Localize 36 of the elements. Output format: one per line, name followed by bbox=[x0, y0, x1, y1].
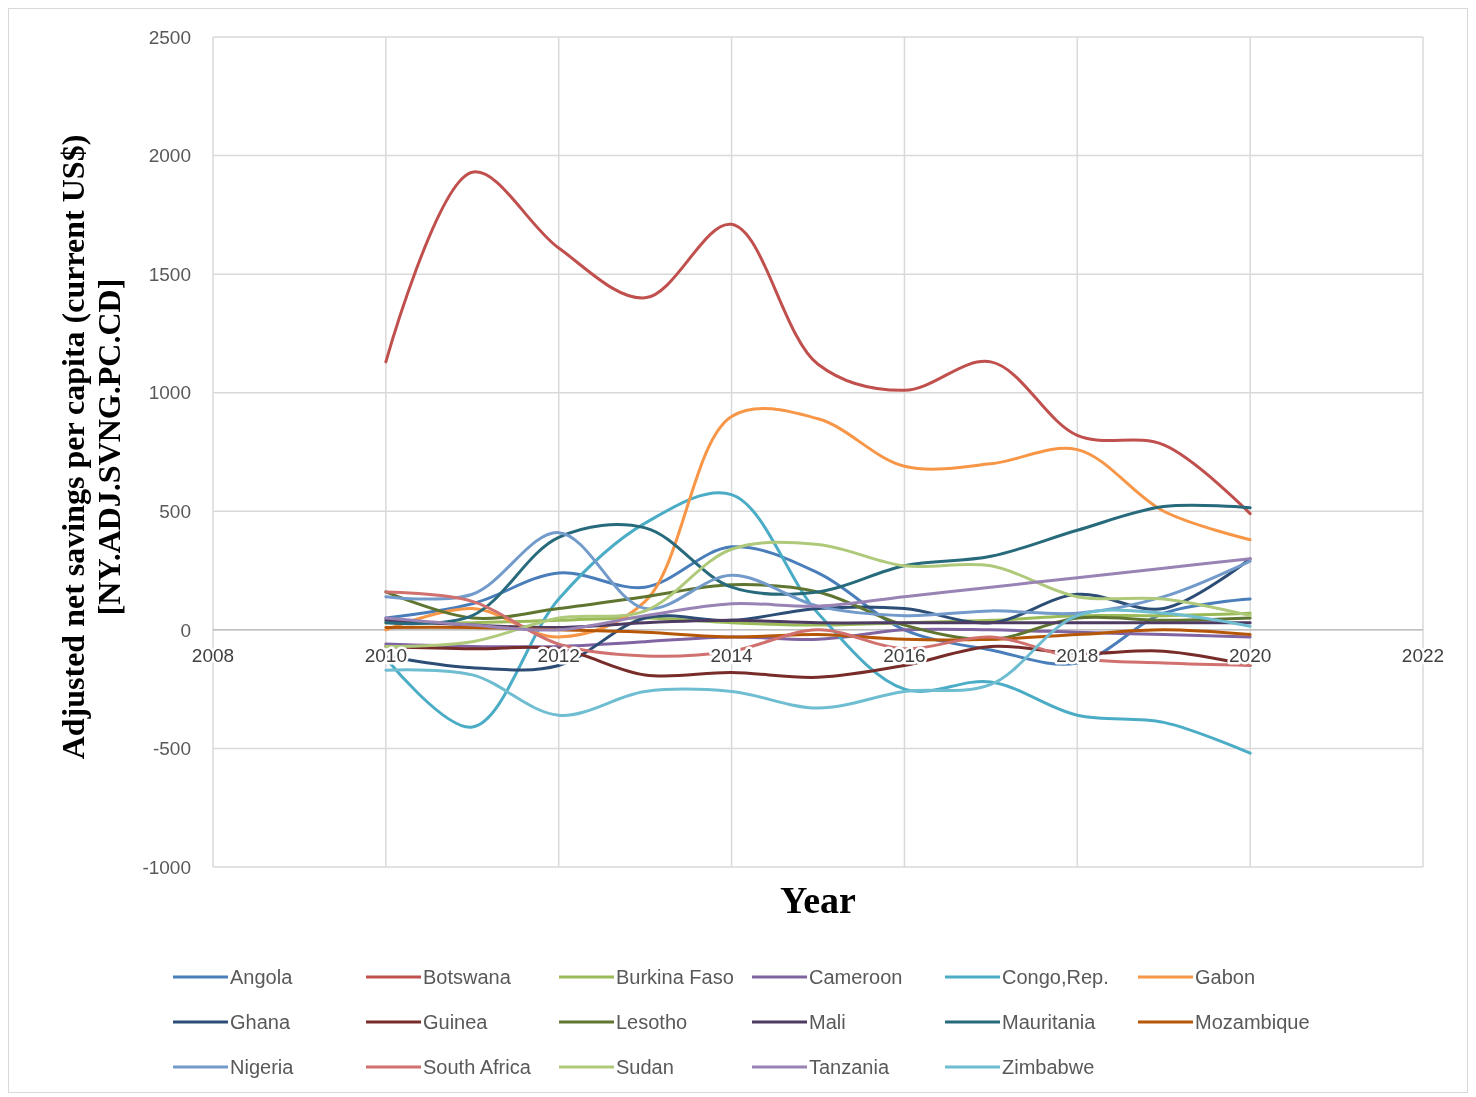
x-tick-label: 2010 bbox=[364, 644, 407, 666]
y-tick-label: -1000 bbox=[142, 856, 191, 878]
line-series bbox=[384, 557, 1252, 632]
x-tick-label: 2020 bbox=[1229, 644, 1272, 666]
y-tick-label: -500 bbox=[152, 738, 191, 760]
legend-label: Guinea bbox=[423, 1011, 489, 1033]
y-tick-label: 2500 bbox=[148, 26, 191, 48]
x-tick-label: 2022 bbox=[1401, 644, 1445, 666]
line-series bbox=[384, 170, 1252, 516]
legend-label: Tanzania bbox=[809, 1056, 890, 1078]
y-tick-label: 0 bbox=[180, 619, 191, 641]
legend-label: Burkina Faso bbox=[616, 966, 734, 988]
legend-label: Lesotho bbox=[616, 1011, 688, 1033]
legend-label: Gabon bbox=[1195, 966, 1256, 988]
legend-label: Nigeria bbox=[230, 1056, 295, 1078]
legend-label: Zimbabwe bbox=[1002, 1056, 1095, 1078]
x-tick-label: 2018 bbox=[1056, 644, 1099, 666]
legend-label: Angola bbox=[230, 966, 294, 988]
x-tick-label: 2008 bbox=[191, 644, 235, 666]
line-series bbox=[384, 531, 1252, 618]
y-tick-label: 2000 bbox=[148, 145, 191, 167]
x-axis-title: Year bbox=[780, 879, 857, 921]
y-axis-title: Adjusted net savings per capita (current US$) [NY.ADJ.SVNG.PC.CD] bbox=[55, 134, 127, 760]
y-tick-label: 1000 bbox=[148, 382, 191, 404]
legend-label: Botswana bbox=[423, 966, 512, 988]
legend-label: South Africa bbox=[423, 1056, 532, 1078]
legend-label: Sudan bbox=[616, 1056, 674, 1078]
x-tick-label: 2016 bbox=[883, 644, 926, 666]
legend-label: Congo,Rep. bbox=[1002, 966, 1109, 988]
legend-label: Mali bbox=[809, 1011, 846, 1033]
legend-label: Cameroon bbox=[809, 966, 903, 988]
y-tick-label: 1500 bbox=[148, 263, 191, 285]
legend-label: Mauritania bbox=[1002, 1011, 1097, 1033]
y-tick-label: 500 bbox=[159, 500, 191, 522]
legend-label: Mozambique bbox=[1195, 1011, 1310, 1033]
legend-label: Ghana bbox=[230, 1011, 291, 1033]
